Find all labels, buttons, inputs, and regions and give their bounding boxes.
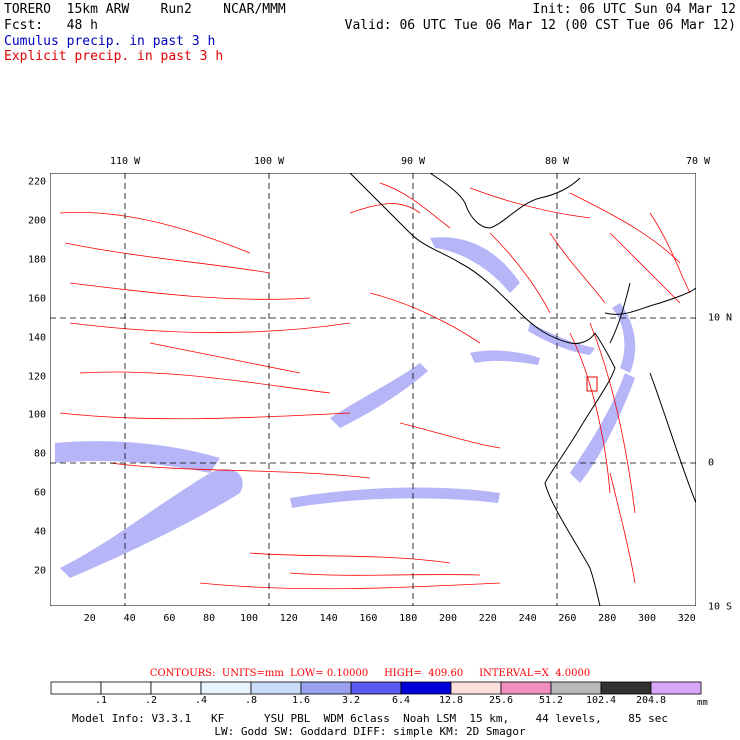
model-info-line2: LW: Godd SW: Goddard DIFF: simple KM: 2D… bbox=[214, 725, 526, 738]
colorbar-swatch bbox=[650, 681, 702, 695]
x-tick-label: 120 bbox=[279, 613, 298, 624]
colorbar-label: 12.8 bbox=[438, 695, 464, 706]
x-tick-label: 280 bbox=[598, 613, 617, 624]
y-tick-label: 160 bbox=[27, 293, 46, 305]
lon-label-110w: 110 W bbox=[109, 156, 141, 167]
y-tick-label: 120 bbox=[27, 371, 46, 382]
x-tick-label: 180 bbox=[399, 613, 418, 624]
colorbar-swatch bbox=[250, 681, 302, 695]
colorbar-label: 3.2 bbox=[341, 695, 361, 706]
explicit-precip-contours bbox=[59, 182, 691, 590]
y-tick-label: 200 bbox=[27, 215, 46, 227]
colorbar-swatch bbox=[550, 681, 602, 695]
y-tick-label: 60 bbox=[33, 487, 46, 499]
cumulus-precip-areas bbox=[55, 237, 636, 578]
precip-central-america bbox=[430, 237, 520, 293]
precip-south bbox=[290, 487, 500, 508]
y-tick-label: 220 bbox=[27, 176, 46, 188]
y-tick-label: 80 bbox=[33, 448, 46, 460]
x-tick-label: 260 bbox=[558, 613, 577, 624]
colorbar-label: .2 bbox=[144, 695, 158, 706]
y-tick-label: 140 bbox=[27, 332, 46, 344]
model-info-line1: Model Info: V3.3.1 KF YSU PBL WDM 6class… bbox=[71, 712, 669, 725]
colorbar-swatch bbox=[450, 681, 502, 695]
lon-label-100w: 100 W bbox=[253, 156, 285, 167]
x-tick-label: 60 bbox=[163, 613, 176, 624]
colorbar-swatch bbox=[200, 681, 252, 695]
colorbar-label: .8 bbox=[244, 695, 258, 706]
precip-colombia bbox=[612, 303, 636, 373]
precip-band-central bbox=[330, 363, 428, 428]
colorbar-swatch bbox=[100, 681, 152, 695]
field-explicit-label: Explicit precip. in past 3 h bbox=[4, 49, 224, 64]
x-tick-label: 320 bbox=[677, 613, 696, 624]
y-tick-label: 100 bbox=[27, 409, 46, 421]
precip-andes bbox=[570, 373, 635, 483]
colorbar-swatch bbox=[50, 681, 102, 695]
colorbar-swatch bbox=[150, 681, 202, 695]
x-tick-label: 200 bbox=[438, 613, 458, 624]
colorbar-swatch bbox=[500, 681, 552, 695]
model-title: TORERO 15km ARW Run2 NCAR/MMM bbox=[4, 2, 286, 17]
colorbar-label: 102.4 bbox=[585, 695, 617, 706]
colorbar-label: 1.6 bbox=[291, 695, 311, 706]
marker-box bbox=[586, 376, 598, 392]
precip-band-sw bbox=[60, 469, 243, 578]
contour-info: CONTOURS: UNITS=mm LOW= 0.10000 HIGH= 40… bbox=[149, 668, 591, 679]
lat-label-10s: 10 S bbox=[708, 601, 733, 613]
colorbar-unit: mm bbox=[697, 698, 708, 708]
lon-label-80w: 80 W bbox=[544, 156, 570, 167]
colorbar-label: 204.8 bbox=[635, 695, 667, 706]
lon-label-70w: 70 W bbox=[685, 156, 711, 167]
x-tick-label: 20 bbox=[83, 613, 96, 624]
graticule bbox=[50, 173, 696, 606]
x-tick-label: 160 bbox=[359, 613, 378, 624]
x-tick-label: 40 bbox=[123, 613, 136, 624]
lat-label-0: 0 bbox=[708, 457, 715, 469]
forecast-hour: Fcst: 48 h bbox=[4, 18, 98, 33]
y-tick-label: 180 bbox=[27, 254, 46, 266]
x-tick-label: 100 bbox=[239, 613, 259, 624]
x-tick-label: 300 bbox=[637, 613, 657, 624]
x-tick-label: 140 bbox=[319, 613, 338, 624]
lon-label-90w: 90 W bbox=[400, 156, 426, 167]
colorbar bbox=[50, 681, 702, 695]
precip-map bbox=[50, 173, 696, 606]
colorbar-label: 25.6 bbox=[488, 695, 514, 706]
field-cumulus-label: Cumulus precip. in past 3 h bbox=[4, 34, 216, 49]
colorbar-label: .1 bbox=[94, 695, 108, 706]
colorbar-swatch bbox=[300, 681, 352, 695]
colorbar-label: 6.4 bbox=[391, 695, 411, 706]
x-tick-label: 240 bbox=[518, 613, 537, 624]
x-tick-label: 220 bbox=[478, 613, 497, 624]
lat-label-10n: 10 N bbox=[708, 312, 733, 324]
precip-panama bbox=[528, 323, 595, 355]
colorbar-label: 51.2 bbox=[538, 695, 564, 706]
colorbar-swatch bbox=[400, 681, 452, 695]
y-tick-label: 20 bbox=[33, 565, 46, 577]
precip-band-w bbox=[55, 441, 220, 473]
colorbar-label: .4 bbox=[194, 695, 208, 706]
precip-band-itcz bbox=[470, 350, 540, 365]
x-tick-label: 80 bbox=[203, 613, 216, 624]
init-time: Init: 06 UTC Sun 04 Mar 12 bbox=[532, 2, 737, 17]
colorbar-swatch bbox=[600, 681, 652, 695]
valid-time: Valid: 06 UTC Tue 06 Mar 12 (00 CST Tue … bbox=[344, 18, 736, 33]
colorbar-swatch bbox=[350, 681, 402, 695]
y-tick-label: 40 bbox=[33, 526, 46, 538]
